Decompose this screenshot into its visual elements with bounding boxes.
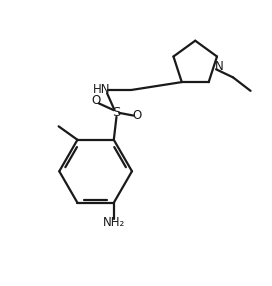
Text: NH₂: NH₂ <box>103 217 125 229</box>
Text: N: N <box>215 60 223 73</box>
Text: O: O <box>132 109 141 122</box>
Text: HN: HN <box>93 84 110 96</box>
Text: O: O <box>92 94 101 107</box>
Text: S: S <box>112 106 121 119</box>
